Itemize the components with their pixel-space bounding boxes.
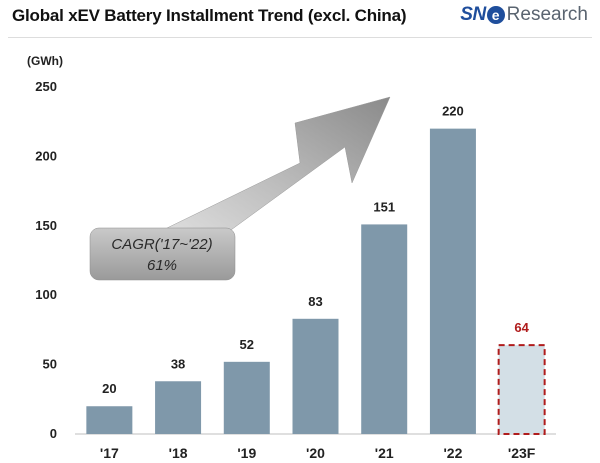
chart-title: Global xEV Battery Installment Trend (ex… xyxy=(12,6,407,25)
x-tick-label: '22 xyxy=(443,445,462,461)
bar-forecast xyxy=(497,344,546,435)
cagr-label: CAGR('17~'22) xyxy=(111,236,212,253)
cagr-box xyxy=(89,227,236,281)
title-divider xyxy=(8,37,592,38)
y-tick-label: 0 xyxy=(50,426,57,441)
bar xyxy=(86,406,133,434)
y-tick-label: 200 xyxy=(35,148,57,163)
bar-value-label: 83 xyxy=(308,294,322,309)
x-tick-label: '18 xyxy=(169,445,188,461)
y-axis-unit: (GWh) xyxy=(27,54,63,68)
cagr-value: 61% xyxy=(147,257,177,274)
y-tick-label: 150 xyxy=(35,218,57,233)
bars-group xyxy=(86,128,546,435)
x-tick-label: '17 xyxy=(100,445,119,461)
sne-research-logo: SN e Research xyxy=(460,4,588,26)
y-tick-label: 100 xyxy=(35,287,57,302)
x-tick-label: '23F xyxy=(508,445,536,461)
bar xyxy=(155,381,202,434)
y-tick-label: 50 xyxy=(43,357,57,372)
logo-text-research: Research xyxy=(506,4,588,25)
bar xyxy=(223,361,270,434)
bar-value-label: 52 xyxy=(240,337,254,352)
x-tick-label: '21 xyxy=(375,445,394,461)
y-tick-label: 250 xyxy=(35,79,57,94)
value-labels: 20 38 52 83 151 220 64 xyxy=(102,104,530,397)
bar-value-label: 151 xyxy=(373,199,395,214)
category-labels: '17 '18 '19 '20 '21 '22 '23F xyxy=(100,445,536,461)
y-tick-labels: 0 50 100 150 200 250 xyxy=(35,79,57,441)
logo-text-sn: SN xyxy=(460,4,486,25)
bar xyxy=(429,128,476,434)
bar xyxy=(292,318,339,434)
x-tick-label: '20 xyxy=(306,445,325,461)
x-tick-label: '19 xyxy=(237,445,256,461)
bar-value-label: 220 xyxy=(442,104,464,119)
bar-value-label: 38 xyxy=(171,356,185,371)
bar xyxy=(361,224,408,434)
logo-e-icon: e xyxy=(486,6,505,24)
bar-value-label: 64 xyxy=(514,320,529,335)
bar-value-label: 20 xyxy=(102,381,116,396)
